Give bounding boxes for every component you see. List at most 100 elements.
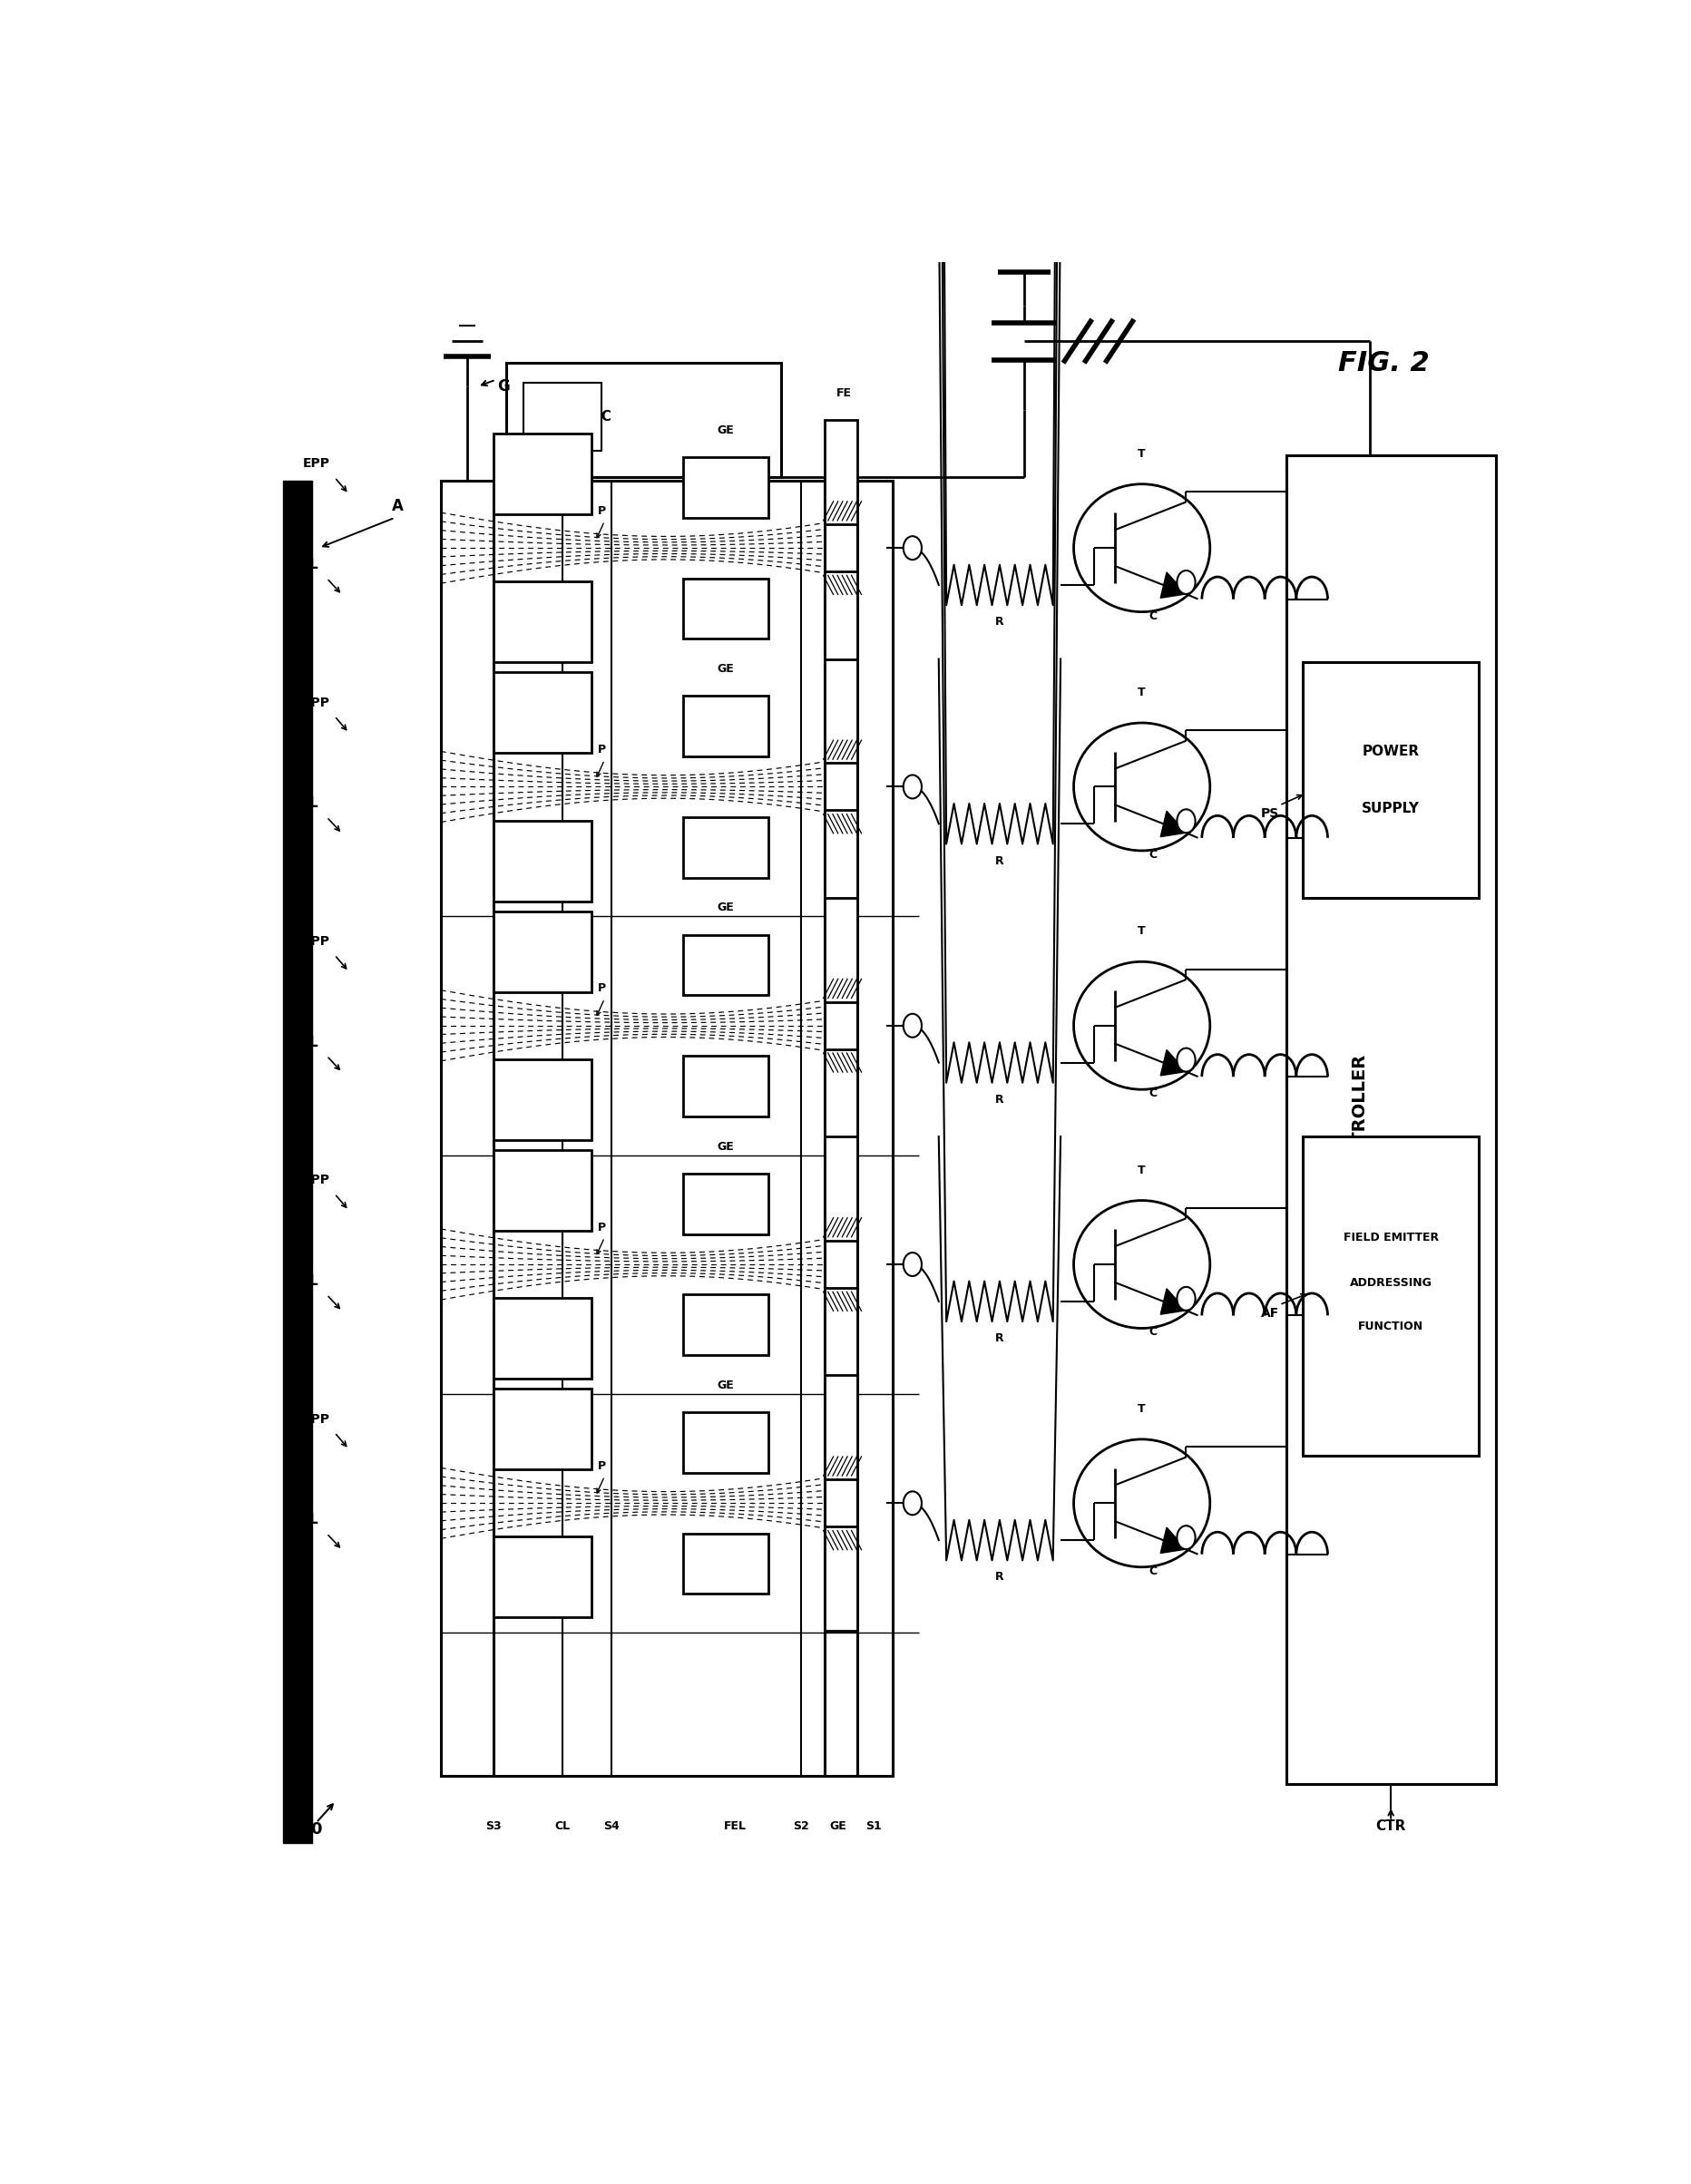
Bar [441, 480, 893, 1776]
Polygon shape [1160, 810, 1185, 836]
Text: CONTROLLER: CONTROLLER [1351, 1055, 1368, 1186]
Text: VC: VC [592, 411, 612, 424]
Text: L: L [309, 797, 318, 810]
Bar [683, 817, 768, 878]
Text: AF: AF [1261, 1306, 1280, 1319]
Bar [494, 1297, 592, 1378]
Bar [494, 1151, 592, 1232]
Text: S1: S1 [866, 1819, 881, 1832]
Text: CL: CL [534, 402, 550, 413]
Bar [494, 1059, 592, 1140]
Text: P: P [599, 983, 605, 994]
Text: T: T [1138, 448, 1146, 459]
Circle shape [1177, 1048, 1196, 1072]
Text: CL: CL [555, 1819, 570, 1832]
Bar [683, 1055, 768, 1116]
Text: CL: CL [534, 1118, 550, 1129]
Bar [494, 673, 592, 753]
Text: P: P [599, 1461, 605, 1472]
Text: FE: FE [835, 387, 851, 400]
Text: C: C [1150, 609, 1158, 622]
Text: GE: GE [717, 1140, 734, 1153]
Text: S4: S4 [604, 1819, 619, 1832]
Bar [825, 898, 857, 1002]
Polygon shape [1160, 1289, 1185, 1315]
Bar [506, 363, 781, 478]
Text: FIELD EMITTER: FIELD EMITTER [1343, 1232, 1439, 1243]
Text: L: L [309, 1275, 318, 1289]
Polygon shape [1160, 1051, 1185, 1075]
Text: CL: CL [534, 878, 550, 891]
Bar [683, 935, 768, 996]
Bar [494, 435, 592, 515]
Bar [683, 1533, 768, 1594]
Text: R: R [996, 1094, 1004, 1105]
Text: GE: GE [717, 902, 734, 913]
Text: FE: FE [835, 1343, 851, 1354]
Bar [523, 382, 602, 450]
Text: GE: GE [717, 424, 734, 437]
Text: GE: GE [717, 664, 734, 675]
Circle shape [1177, 570, 1196, 594]
Text: SUPPLY: SUPPLY [1361, 802, 1420, 815]
Text: L: L [309, 1035, 318, 1048]
Text: POWER: POWER [1363, 745, 1419, 758]
Text: EPP: EPP [303, 697, 330, 710]
Text: EPP: EPP [303, 935, 330, 948]
Text: GE: GE [717, 1380, 734, 1391]
Bar [683, 1295, 768, 1354]
Text: CL: CL [534, 1356, 550, 1367]
Bar [683, 456, 768, 518]
Text: S3: S3 [485, 1819, 501, 1832]
Text: L: L [309, 557, 318, 572]
Text: 200: 200 [289, 1821, 323, 1837]
Circle shape [903, 775, 922, 799]
Circle shape [1177, 810, 1196, 832]
Bar [1304, 662, 1478, 898]
Text: P: P [599, 1221, 605, 1234]
Text: FIG. 2: FIG. 2 [1339, 349, 1431, 376]
Bar [683, 1413, 768, 1472]
Text: R: R [996, 854, 1004, 867]
Circle shape [903, 1492, 922, 1516]
Bar [825, 1136, 857, 1241]
Bar [825, 1048, 857, 1153]
Text: EPP: EPP [303, 456, 330, 470]
Text: CL: CL [534, 640, 550, 651]
Bar [825, 572, 857, 675]
Text: S2: S2 [793, 1819, 810, 1832]
Bar [825, 1289, 857, 1391]
Text: P: P [599, 745, 605, 756]
Circle shape [903, 537, 922, 559]
Text: C: C [1150, 1566, 1158, 1577]
Text: EPP: EPP [303, 1175, 330, 1186]
Text: P: P [599, 505, 605, 518]
Text: ADDRESSING: ADDRESSING [1349, 1278, 1432, 1289]
Text: C: C [1150, 850, 1158, 860]
Bar [494, 821, 592, 902]
Polygon shape [1160, 1527, 1185, 1553]
Text: C: C [1150, 1088, 1158, 1099]
Text: R: R [996, 1570, 1004, 1583]
Circle shape [1177, 1527, 1196, 1548]
Bar [825, 660, 857, 762]
Text: FE: FE [835, 1103, 851, 1116]
Bar [1287, 456, 1497, 1784]
Bar [494, 1538, 592, 1618]
Text: FE: FE [835, 865, 851, 876]
Text: EPP: EPP [303, 1413, 330, 1426]
Text: CTR: CTR [1376, 1819, 1405, 1832]
Text: C: C [1150, 1326, 1158, 1339]
Text: R: R [996, 1332, 1004, 1343]
Bar [825, 1527, 857, 1631]
Circle shape [903, 1013, 922, 1037]
Text: PS: PS [1261, 808, 1280, 819]
Text: T: T [1138, 686, 1146, 699]
Bar [1304, 1136, 1478, 1457]
Polygon shape [1160, 572, 1185, 598]
Text: GE: GE [829, 1819, 846, 1832]
Text: FE: FE [835, 627, 851, 638]
Bar [825, 1376, 857, 1479]
Circle shape [1177, 1286, 1196, 1310]
Bar [825, 810, 857, 915]
